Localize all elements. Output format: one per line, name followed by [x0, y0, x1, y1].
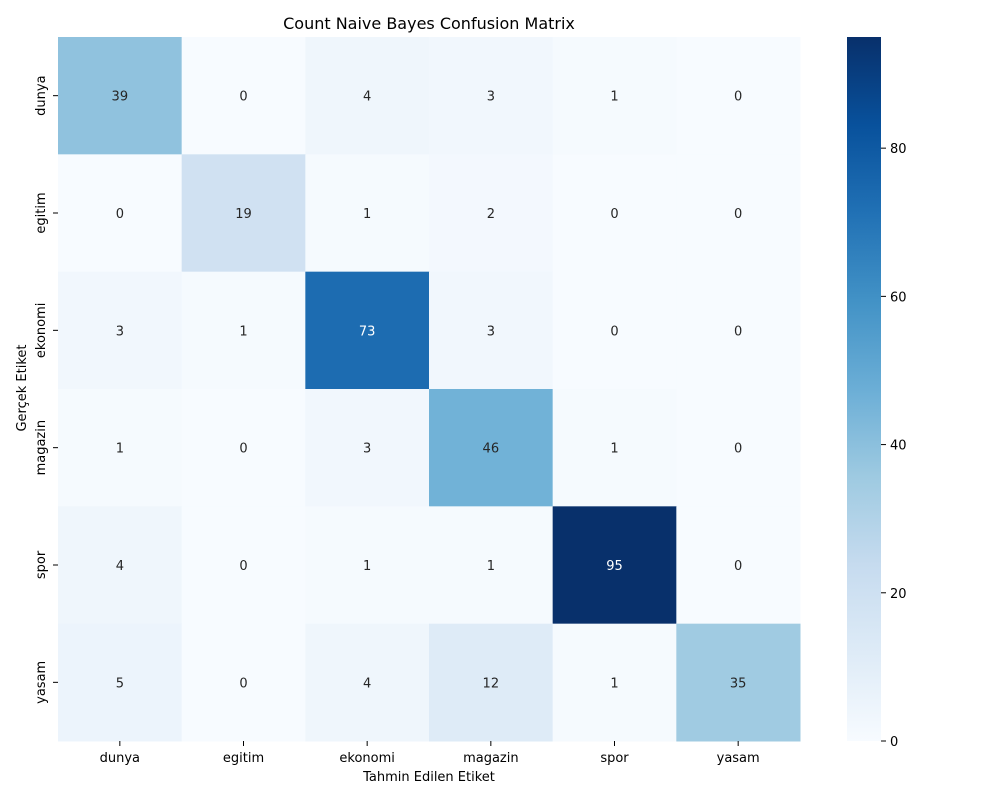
cell-value-label: 3: [116, 324, 124, 339]
cell-value-label: 2: [487, 207, 495, 222]
cell-value-label: 1: [610, 90, 618, 105]
heatmap-cell: [429, 506, 554, 625]
heatmap-cell: [58, 271, 183, 390]
colorbar-tick-label: 40: [890, 439, 907, 454]
heatmap-cell: [305, 623, 430, 742]
heatmap-cell: [181, 389, 306, 507]
cell-value-label: 0: [734, 559, 742, 574]
cell-value-label: 46: [483, 442, 500, 457]
heatmap-cell: [676, 154, 801, 273]
colorbar: 0 20 40 60 80: [847, 37, 907, 750]
chart-title: Count Naive Bayes Confusion Matrix: [283, 14, 575, 33]
y-tick-label: magazin: [34, 420, 49, 476]
cell-value-label: 73: [359, 324, 376, 339]
x-tick-label: dunya: [100, 751, 140, 766]
cell-value-label: 35: [730, 676, 747, 691]
heatmap-cell: [429, 623, 554, 742]
cell-value-label: 4: [363, 676, 371, 691]
heatmap-cell: [181, 154, 306, 273]
cell-value-label: 0: [239, 559, 247, 574]
heatmap-cell: [429, 271, 554, 390]
cell-value-label: 1: [610, 676, 618, 691]
heatmap-cell: [58, 37, 183, 155]
y-tick-label: dunya: [34, 75, 49, 115]
heatmap-cell: [58, 506, 183, 625]
cell-value-label: 0: [239, 676, 247, 691]
x-axis-label: Tahmin Edilen Etiket: [362, 770, 495, 785]
colorbar-tick-label: 60: [890, 290, 907, 305]
x-tick-label: ekonomi: [339, 751, 395, 766]
heatmap-cell: [552, 154, 677, 273]
heatmap-cell: [305, 37, 430, 155]
heatmap-cell: [676, 506, 801, 625]
heatmap-cell: [676, 389, 801, 507]
y-tick-label: spor: [34, 550, 49, 579]
heatmap-cell: [676, 623, 801, 742]
cell-value-label: 1: [610, 442, 618, 457]
cell-value-label: 4: [363, 90, 371, 105]
y-axis-ticks: dunya egitim ekonomi magazin spor yasam: [34, 75, 58, 704]
heatmap-cell: [181, 623, 306, 742]
colorbar-tick-label: 0: [890, 735, 898, 750]
x-tick-label: yasam: [717, 751, 760, 766]
cell-value-label: 95: [606, 559, 623, 574]
heatmap-cell: [181, 37, 306, 155]
cell-value-label: 0: [239, 90, 247, 105]
heatmap-cell: [305, 389, 430, 507]
cell-value-label: 0: [610, 324, 618, 339]
y-tick-label: ekonomi: [34, 303, 49, 359]
cell-value-label: 1: [239, 324, 247, 339]
heatmap-cell: [552, 37, 677, 155]
heatmap-cell: [429, 37, 554, 155]
heatmap-cell: [305, 154, 430, 273]
cell-value-label: 3: [487, 324, 495, 339]
cell-value-label: 1: [116, 442, 124, 457]
heatmap-cell: [429, 154, 554, 273]
heatmap-cell: [552, 506, 677, 625]
heatmap-cell: [305, 506, 430, 625]
heatmap-cell: [676, 37, 801, 155]
heatmap-cell: [58, 154, 183, 273]
cell-value-label: 3: [487, 90, 495, 105]
cell-value-label: 0: [734, 207, 742, 222]
cell-value-label: 1: [487, 559, 495, 574]
y-tick-label: yasam: [34, 661, 49, 704]
heatmap-cell: [429, 389, 554, 507]
cell-value-label: 0: [734, 324, 742, 339]
cell-value-label: 1: [363, 207, 371, 222]
x-tick-label: egitim: [223, 751, 264, 766]
colorbar-gradient: [847, 37, 881, 741]
x-axis-ticks: dunya egitim ekonomi magazin spor yasam: [100, 741, 760, 766]
cell-value-label: 4: [116, 559, 124, 574]
heatmap-cell: [305, 271, 430, 390]
heatmap-cell: [181, 506, 306, 625]
heatmap-cell: [676, 271, 801, 390]
heatmap-cell: [552, 271, 677, 390]
heatmap-cell: [552, 389, 677, 507]
y-axis-label: Gerçek Etiket: [15, 344, 30, 431]
colorbar-tick-label: 20: [890, 587, 907, 602]
colorbar-tick-label: 80: [890, 142, 907, 157]
cell-value-label: 0: [239, 442, 247, 457]
heatmap-cell: [552, 623, 677, 742]
cell-value-label: 0: [610, 207, 618, 222]
cell-value-label: 39: [112, 90, 129, 105]
heatmap-cells: 39 0 4 3 1 00 19 1 2 0 03 1 73 3 0 01 0 3 46 1 04 0 1 1 95 05 0 4 12…: [58, 37, 801, 742]
x-tick-label: magazin: [463, 751, 519, 766]
cell-value-label: 0: [734, 90, 742, 105]
heatmap-cell: [181, 271, 306, 390]
cell-value-label: 1: [363, 559, 371, 574]
cell-value-label: 19: [235, 207, 252, 222]
heatmap-cell: [58, 623, 183, 742]
cell-value-label: 0: [734, 442, 742, 457]
cell-value-label: 5: [116, 676, 124, 691]
y-tick-label: egitim: [34, 192, 49, 233]
heatmap-cell: [58, 389, 183, 507]
x-tick-label: spor: [600, 751, 629, 766]
cell-value-label: 0: [116, 207, 124, 222]
cell-value-label: 12: [483, 676, 500, 691]
cell-value-label: 3: [363, 442, 371, 457]
